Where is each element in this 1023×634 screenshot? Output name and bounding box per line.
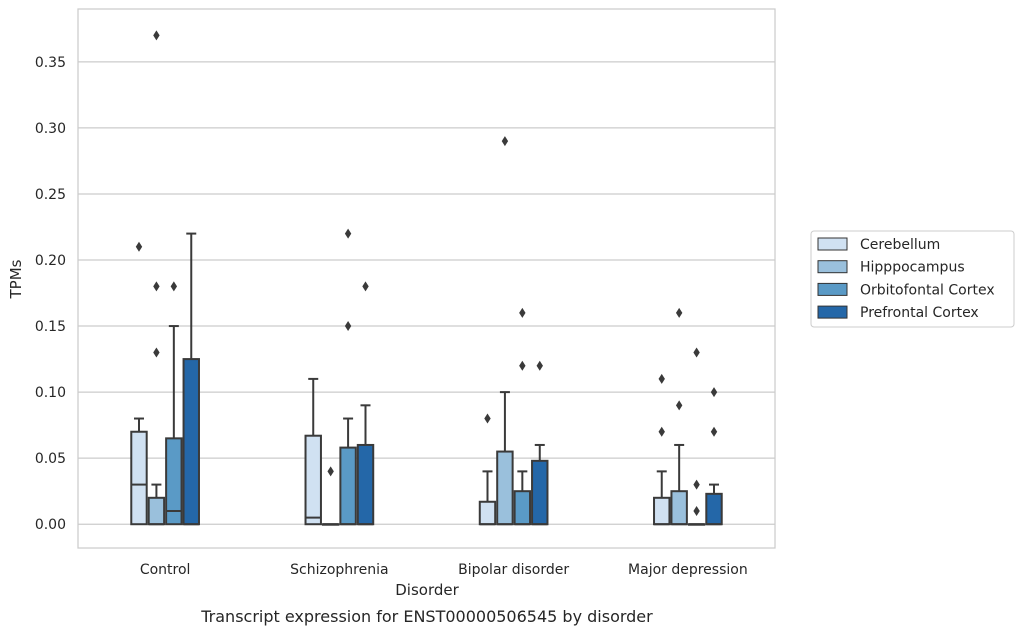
outlier-point	[536, 360, 543, 371]
box-cerebellum	[304, 377, 322, 526]
box-rect	[670, 490, 688, 526]
y-tick-label: 0.15	[35, 319, 66, 335]
x-tick-label: Schizophrenia	[290, 562, 388, 578]
y-tick-label: 0.30	[35, 121, 66, 137]
y-tick-label: 0.00	[35, 517, 66, 533]
box-orbitofontal-cortex	[513, 307, 532, 526]
legend-label: Prefrontal Cortex	[860, 305, 979, 321]
box-groups	[130, 30, 723, 526]
plot-frame	[77, 8, 776, 549]
chart-caption: Transcript expression for ENST0000050654…	[200, 607, 653, 626]
x-tick-label: Major depression	[628, 562, 748, 578]
legend-swatch	[817, 260, 848, 274]
box-orbitofontal-cortex	[165, 281, 183, 526]
outlier-point	[344, 321, 352, 332]
box-prefrontal-cortex	[182, 232, 200, 526]
outlier-point	[170, 281, 178, 292]
box-orbitofontal-cortex	[339, 228, 357, 526]
box-rect	[165, 437, 183, 526]
outlier-point	[693, 347, 700, 358]
x-tick-label: Bipolar disorder	[458, 562, 569, 578]
box-cerebellum	[130, 241, 148, 526]
box-prefrontal-cortex	[531, 360, 549, 526]
outlier-point	[135, 241, 143, 252]
outlier-point	[519, 360, 526, 371]
outlier-point	[153, 347, 160, 358]
box-rect	[705, 492, 723, 526]
box-hipppocampus	[496, 136, 514, 526]
box-rect	[130, 430, 148, 526]
outlier-point	[658, 426, 665, 437]
outlier-point	[658, 373, 665, 384]
box-rect	[531, 459, 549, 526]
outlier-point	[675, 307, 683, 318]
outlier-point	[501, 136, 509, 147]
box-rect	[356, 443, 375, 526]
box-rect	[513, 490, 532, 526]
box-rect	[147, 496, 166, 526]
box-hipppocampus	[670, 307, 688, 526]
y-tick-label: 0.05	[35, 451, 66, 467]
outlier-point	[344, 228, 352, 239]
outlier-point	[484, 413, 491, 424]
y-axis-label: TPMs	[7, 259, 25, 299]
box-hipppocampus	[321, 466, 340, 526]
box-cerebellum	[478, 413, 497, 526]
box-rect	[339, 446, 357, 526]
outlier-point	[710, 426, 718, 437]
box-rect	[653, 496, 671, 526]
legend-label: Orbitofontal Cortex	[860, 282, 995, 298]
x-axis-label: Disorder	[395, 581, 459, 599]
box-prefrontal-cortex	[705, 387, 723, 526]
legend-label: Hipppocampus	[860, 260, 965, 276]
outlier-point	[693, 506, 700, 517]
box-rect	[182, 358, 200, 526]
outlier-point	[675, 400, 683, 411]
x-tick-labels: Control Schizophrenia Bipolar disorder Majo…	[140, 562, 748, 578]
outlier-point	[693, 479, 700, 490]
y-tick-labels: 0.00 0.05 0.10 0.15 0.20 0.25 0.30 0.35	[35, 55, 66, 533]
legend-label: Cerebellum	[860, 237, 940, 253]
legend-frame	[810, 230, 1015, 328]
legend-swatch	[817, 305, 848, 319]
box-hipppocampus	[147, 30, 166, 526]
outlier-point	[710, 387, 718, 398]
outlier-point	[153, 30, 160, 41]
box-rect	[496, 450, 514, 526]
box-prefrontal-cortex	[356, 281, 375, 526]
x-tick-label: Control	[140, 562, 191, 578]
legend-swatch	[817, 282, 848, 296]
outlier-point	[362, 281, 369, 292]
y-tick-label: 0.10	[35, 385, 66, 401]
legend: Cerebellum Hipppocampus Orbitofontal Corte…	[810, 230, 1015, 328]
y-tick-label: 0.25	[35, 187, 66, 203]
box-cerebellum	[653, 373, 671, 526]
box-rect	[478, 500, 497, 526]
outlier-point	[153, 281, 160, 292]
legend-swatch	[817, 237, 848, 251]
outlier-point	[327, 466, 334, 477]
outlier-point	[519, 307, 526, 318]
box-rect	[304, 434, 322, 526]
y-tick-label: 0.35	[35, 55, 66, 71]
box-orbitofontal-cortex	[687, 347, 706, 526]
y-tick-label: 0.20	[35, 253, 66, 269]
